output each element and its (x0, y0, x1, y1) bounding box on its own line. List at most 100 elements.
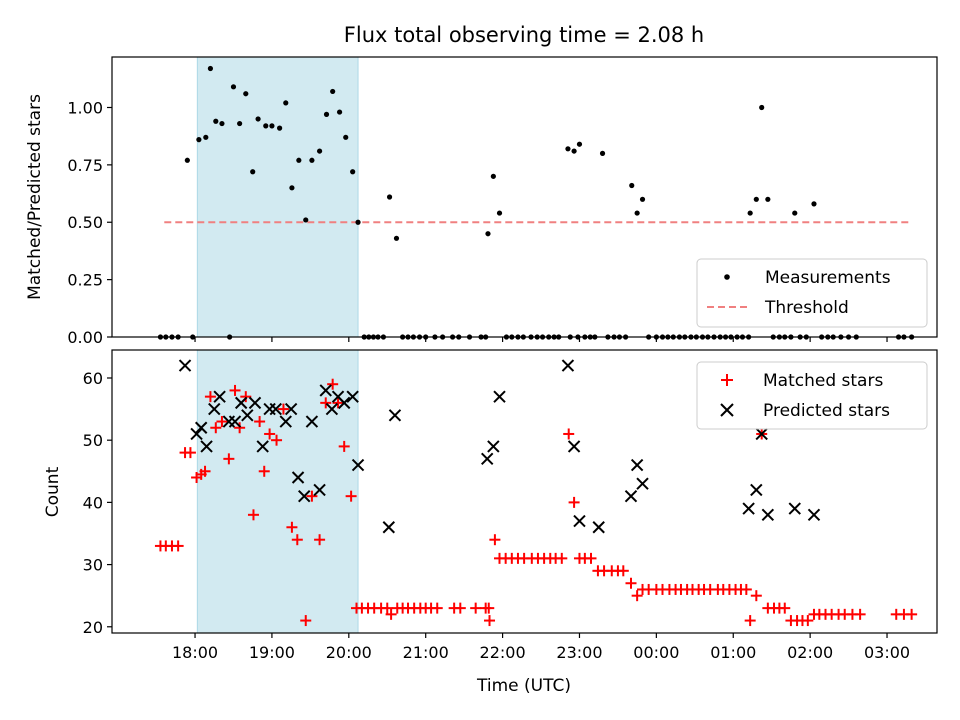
matched-star-point (223, 453, 235, 465)
measurement-point (230, 84, 237, 90)
matched-star-point (617, 565, 629, 577)
matched-star-point (264, 428, 276, 440)
measurement-point (765, 196, 771, 202)
predicted-star-point (228, 415, 242, 428)
measurement-point (747, 210, 753, 216)
matched-star-point (854, 608, 866, 620)
matched-star-point (385, 608, 397, 620)
matched-star-point (254, 416, 266, 428)
matched-star-point (327, 378, 339, 390)
matched-star-point (779, 602, 791, 614)
measurement-point (219, 120, 225, 127)
matched-star-point (802, 615, 814, 627)
top-y-axis-label: Matched/Predicted stars (25, 94, 45, 300)
bottom-y-tick-label: 20 (83, 618, 103, 637)
bottom-shaded-interval (196, 349, 359, 634)
bottom-plot-frame (111, 349, 938, 634)
measurement-point (343, 134, 349, 140)
measurement-point (336, 109, 343, 115)
matched-star-point (906, 608, 918, 620)
x-tick-label: 20:00 (326, 643, 372, 662)
measurement-point (184, 157, 190, 163)
measurement-point (759, 104, 765, 111)
predicted-star-point (313, 483, 326, 497)
predicted-star-point (346, 390, 359, 403)
matched-star-point (314, 534, 326, 546)
chart-title: Flux total observing time = 2.08 h (344, 23, 704, 47)
matched-star-point (345, 490, 357, 502)
matched-star-point (483, 602, 495, 614)
measurement-point (571, 148, 577, 154)
matched-star-point (568, 496, 580, 508)
x-tick-label: 18:00 (172, 643, 218, 662)
measurement-point (629, 182, 635, 189)
top-y-tick-label: 0.50 (67, 213, 103, 232)
predicted-star-point (194, 421, 208, 434)
measurement-point (355, 219, 361, 225)
matched-star-point (381, 602, 393, 614)
predicted-star-point (481, 452, 494, 466)
measurement-point (316, 148, 323, 154)
top-plot-frame (111, 56, 938, 338)
measurement-point (269, 123, 275, 129)
predicted-star-point (388, 409, 402, 422)
measurement-point (565, 146, 571, 152)
matched-star-point (258, 465, 270, 477)
measurement-point (309, 157, 315, 163)
predicted-star-point (742, 502, 755, 515)
predicted-star-point (750, 483, 763, 497)
predicted-star-point (305, 415, 319, 428)
predicted-star-point (755, 427, 768, 441)
matched-star-point (172, 540, 184, 552)
legend-predicted-marker (720, 403, 734, 417)
predicted-star-point (319, 384, 332, 397)
x-tick-label: 03:00 (864, 643, 910, 662)
legend-threshold-label: Threshold (764, 298, 849, 318)
x-tick-label: 00:00 (633, 643, 679, 662)
bottom-y-tick-label: 30 (83, 556, 103, 575)
predicted-star-point (630, 458, 644, 472)
predicted-star-point (241, 409, 254, 422)
top-y-tick-label: 1.00 (67, 98, 103, 117)
matched-star-point (286, 521, 298, 533)
measurement-point (496, 210, 503, 216)
top-shaded-interval (196, 56, 359, 338)
x-tick-label: 23:00 (556, 643, 602, 662)
matched-star-point (431, 602, 443, 614)
legend-matched-marker (721, 374, 733, 386)
predicted-star-point (284, 402, 298, 416)
matched-star-point (631, 590, 643, 602)
predicted-star-point (208, 402, 221, 416)
predicted-star-point (351, 458, 365, 472)
matched-star-point (199, 465, 211, 477)
measurement-point (753, 196, 759, 202)
matched-star-point (556, 552, 568, 564)
top-legend-box (696, 258, 928, 328)
matched-star-point (210, 422, 222, 434)
measurement-point (386, 194, 393, 200)
legend-measurements-marker (724, 274, 730, 280)
matched-star-point (320, 397, 332, 409)
predicted-star-point (178, 359, 192, 372)
predicted-star-point (624, 489, 638, 503)
measurement-point (350, 169, 356, 175)
matched-star-point (332, 397, 344, 409)
predicted-star-point (256, 440, 269, 453)
top-y-tick-label: 0.25 (67, 271, 103, 290)
measurement-point (237, 120, 243, 127)
x-tick-label: 02:00 (787, 643, 833, 662)
measurement-point (330, 88, 336, 95)
matched-star-point (300, 615, 312, 627)
measurement-point (250, 169, 256, 175)
predicted-star-point (788, 502, 801, 515)
matched-star-point (216, 416, 228, 428)
predicted-star-point (382, 521, 396, 534)
matched-star-point (744, 615, 756, 627)
predicted-star-point (269, 402, 282, 416)
bottom-y-tick-label: 40 (83, 493, 103, 512)
matched-star-point (750, 590, 762, 602)
matched-star-point (277, 403, 289, 415)
matched-star-point (234, 422, 246, 434)
measurement-point (811, 201, 817, 207)
